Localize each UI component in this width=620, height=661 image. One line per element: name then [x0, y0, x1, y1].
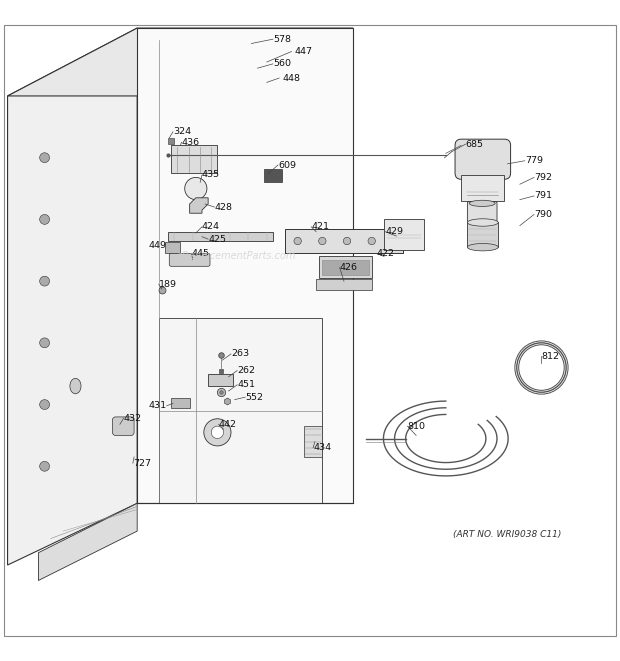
- Bar: [171, 145, 218, 173]
- Text: 432: 432: [123, 414, 142, 422]
- Text: 324: 324: [173, 128, 191, 136]
- Text: 810: 810: [407, 422, 425, 431]
- Text: 779: 779: [525, 156, 542, 165]
- Circle shape: [211, 426, 224, 438]
- Circle shape: [40, 276, 50, 286]
- Text: 421: 421: [311, 222, 329, 231]
- Text: 812: 812: [541, 352, 559, 361]
- Text: 424: 424: [202, 222, 220, 231]
- Text: 790: 790: [534, 210, 552, 219]
- Text: 685: 685: [466, 139, 484, 149]
- Text: 422: 422: [377, 249, 395, 258]
- Polygon shape: [171, 399, 190, 408]
- Text: 448: 448: [282, 73, 300, 83]
- Circle shape: [343, 237, 351, 245]
- Circle shape: [319, 237, 326, 245]
- Circle shape: [386, 237, 394, 245]
- Text: 792: 792: [534, 173, 552, 182]
- Polygon shape: [168, 232, 273, 241]
- Bar: [322, 260, 369, 275]
- Text: 263: 263: [231, 350, 249, 358]
- Text: 727: 727: [133, 459, 151, 468]
- Text: 578: 578: [273, 34, 291, 44]
- Circle shape: [368, 237, 376, 245]
- FancyBboxPatch shape: [169, 253, 210, 266]
- Text: 791: 791: [534, 192, 552, 200]
- Circle shape: [40, 153, 50, 163]
- Bar: [264, 169, 282, 182]
- Text: 262: 262: [237, 366, 255, 375]
- Circle shape: [185, 177, 207, 200]
- Text: (ART NO. WRI9038 C11): (ART NO. WRI9038 C11): [453, 529, 562, 539]
- Text: 189: 189: [159, 280, 177, 289]
- Polygon shape: [38, 503, 137, 580]
- FancyBboxPatch shape: [112, 417, 134, 436]
- Text: 445: 445: [192, 249, 210, 258]
- Text: 426: 426: [340, 263, 358, 272]
- Polygon shape: [7, 28, 137, 565]
- Polygon shape: [208, 373, 233, 386]
- Bar: [384, 219, 424, 251]
- Text: 447: 447: [294, 47, 312, 56]
- Bar: [319, 256, 372, 278]
- Text: 609: 609: [278, 161, 296, 170]
- Polygon shape: [137, 28, 353, 503]
- Text: 552: 552: [245, 393, 264, 402]
- Polygon shape: [159, 318, 322, 503]
- Text: 435: 435: [202, 171, 220, 179]
- Text: 428: 428: [215, 202, 232, 212]
- Bar: [461, 175, 505, 201]
- Text: 425: 425: [208, 235, 226, 244]
- FancyBboxPatch shape: [455, 139, 511, 179]
- Ellipse shape: [70, 378, 81, 394]
- Text: 451: 451: [237, 380, 255, 389]
- Bar: [467, 223, 498, 247]
- Text: 429: 429: [385, 227, 403, 236]
- FancyBboxPatch shape: [467, 202, 497, 223]
- Text: 449: 449: [149, 241, 167, 250]
- Ellipse shape: [467, 243, 498, 251]
- Bar: [165, 242, 180, 253]
- Text: 431: 431: [149, 401, 167, 410]
- Polygon shape: [7, 28, 353, 96]
- Text: 442: 442: [219, 420, 237, 429]
- Circle shape: [40, 214, 50, 224]
- Circle shape: [40, 338, 50, 348]
- Polygon shape: [285, 229, 402, 253]
- Text: eReplacementParts.com: eReplacementParts.com: [176, 251, 296, 262]
- Text: 560: 560: [273, 59, 291, 68]
- Circle shape: [40, 461, 50, 471]
- Ellipse shape: [467, 219, 498, 226]
- Bar: [304, 426, 322, 457]
- Ellipse shape: [469, 200, 495, 206]
- Text: 436: 436: [182, 137, 200, 147]
- Bar: [316, 279, 372, 290]
- Circle shape: [204, 419, 231, 446]
- Text: 434: 434: [313, 444, 331, 452]
- Circle shape: [40, 400, 50, 410]
- Circle shape: [294, 237, 301, 245]
- Polygon shape: [190, 198, 208, 214]
